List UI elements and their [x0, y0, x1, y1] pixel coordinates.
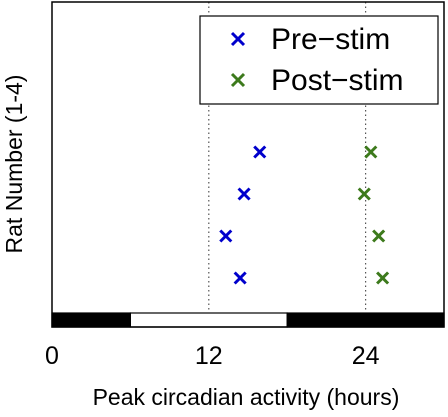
series-2-marker — [372, 229, 386, 243]
legend-marker-2 — [230, 72, 246, 88]
series-1-marker — [253, 145, 267, 159]
series-2-marker — [376, 271, 390, 285]
x-axis-title: Peak circadian activity (hours) — [93, 384, 400, 410]
data-markers — [219, 145, 390, 285]
legend-label-1: Pre−stim — [271, 23, 390, 56]
x-tick-label: 24 — [352, 342, 380, 370]
x-tick-labels: 0 12 24 — [45, 342, 380, 370]
dark-phase-segment — [286, 312, 445, 328]
legend-label-2: Post−stim — [271, 64, 404, 97]
legend-box — [199, 15, 439, 105]
series-1-marker — [233, 271, 247, 285]
legend: Pre−stim Post−stim — [199, 15, 439, 105]
series-1-marker — [219, 229, 233, 243]
light-dark-bar — [51, 312, 445, 328]
y-axis-title: Rat Number (1-4) — [1, 75, 27, 254]
series-1-marker — [237, 187, 251, 201]
dark-phase-segment — [51, 312, 132, 328]
series-2-marker — [364, 145, 378, 159]
plot-frame — [51, 1, 445, 328]
legend-marker-1 — [230, 31, 246, 47]
x-tick-label: 0 — [45, 342, 59, 370]
light-phase-segment — [129, 312, 288, 328]
x-tick-label: 12 — [195, 342, 223, 370]
series-2-marker — [357, 187, 371, 201]
